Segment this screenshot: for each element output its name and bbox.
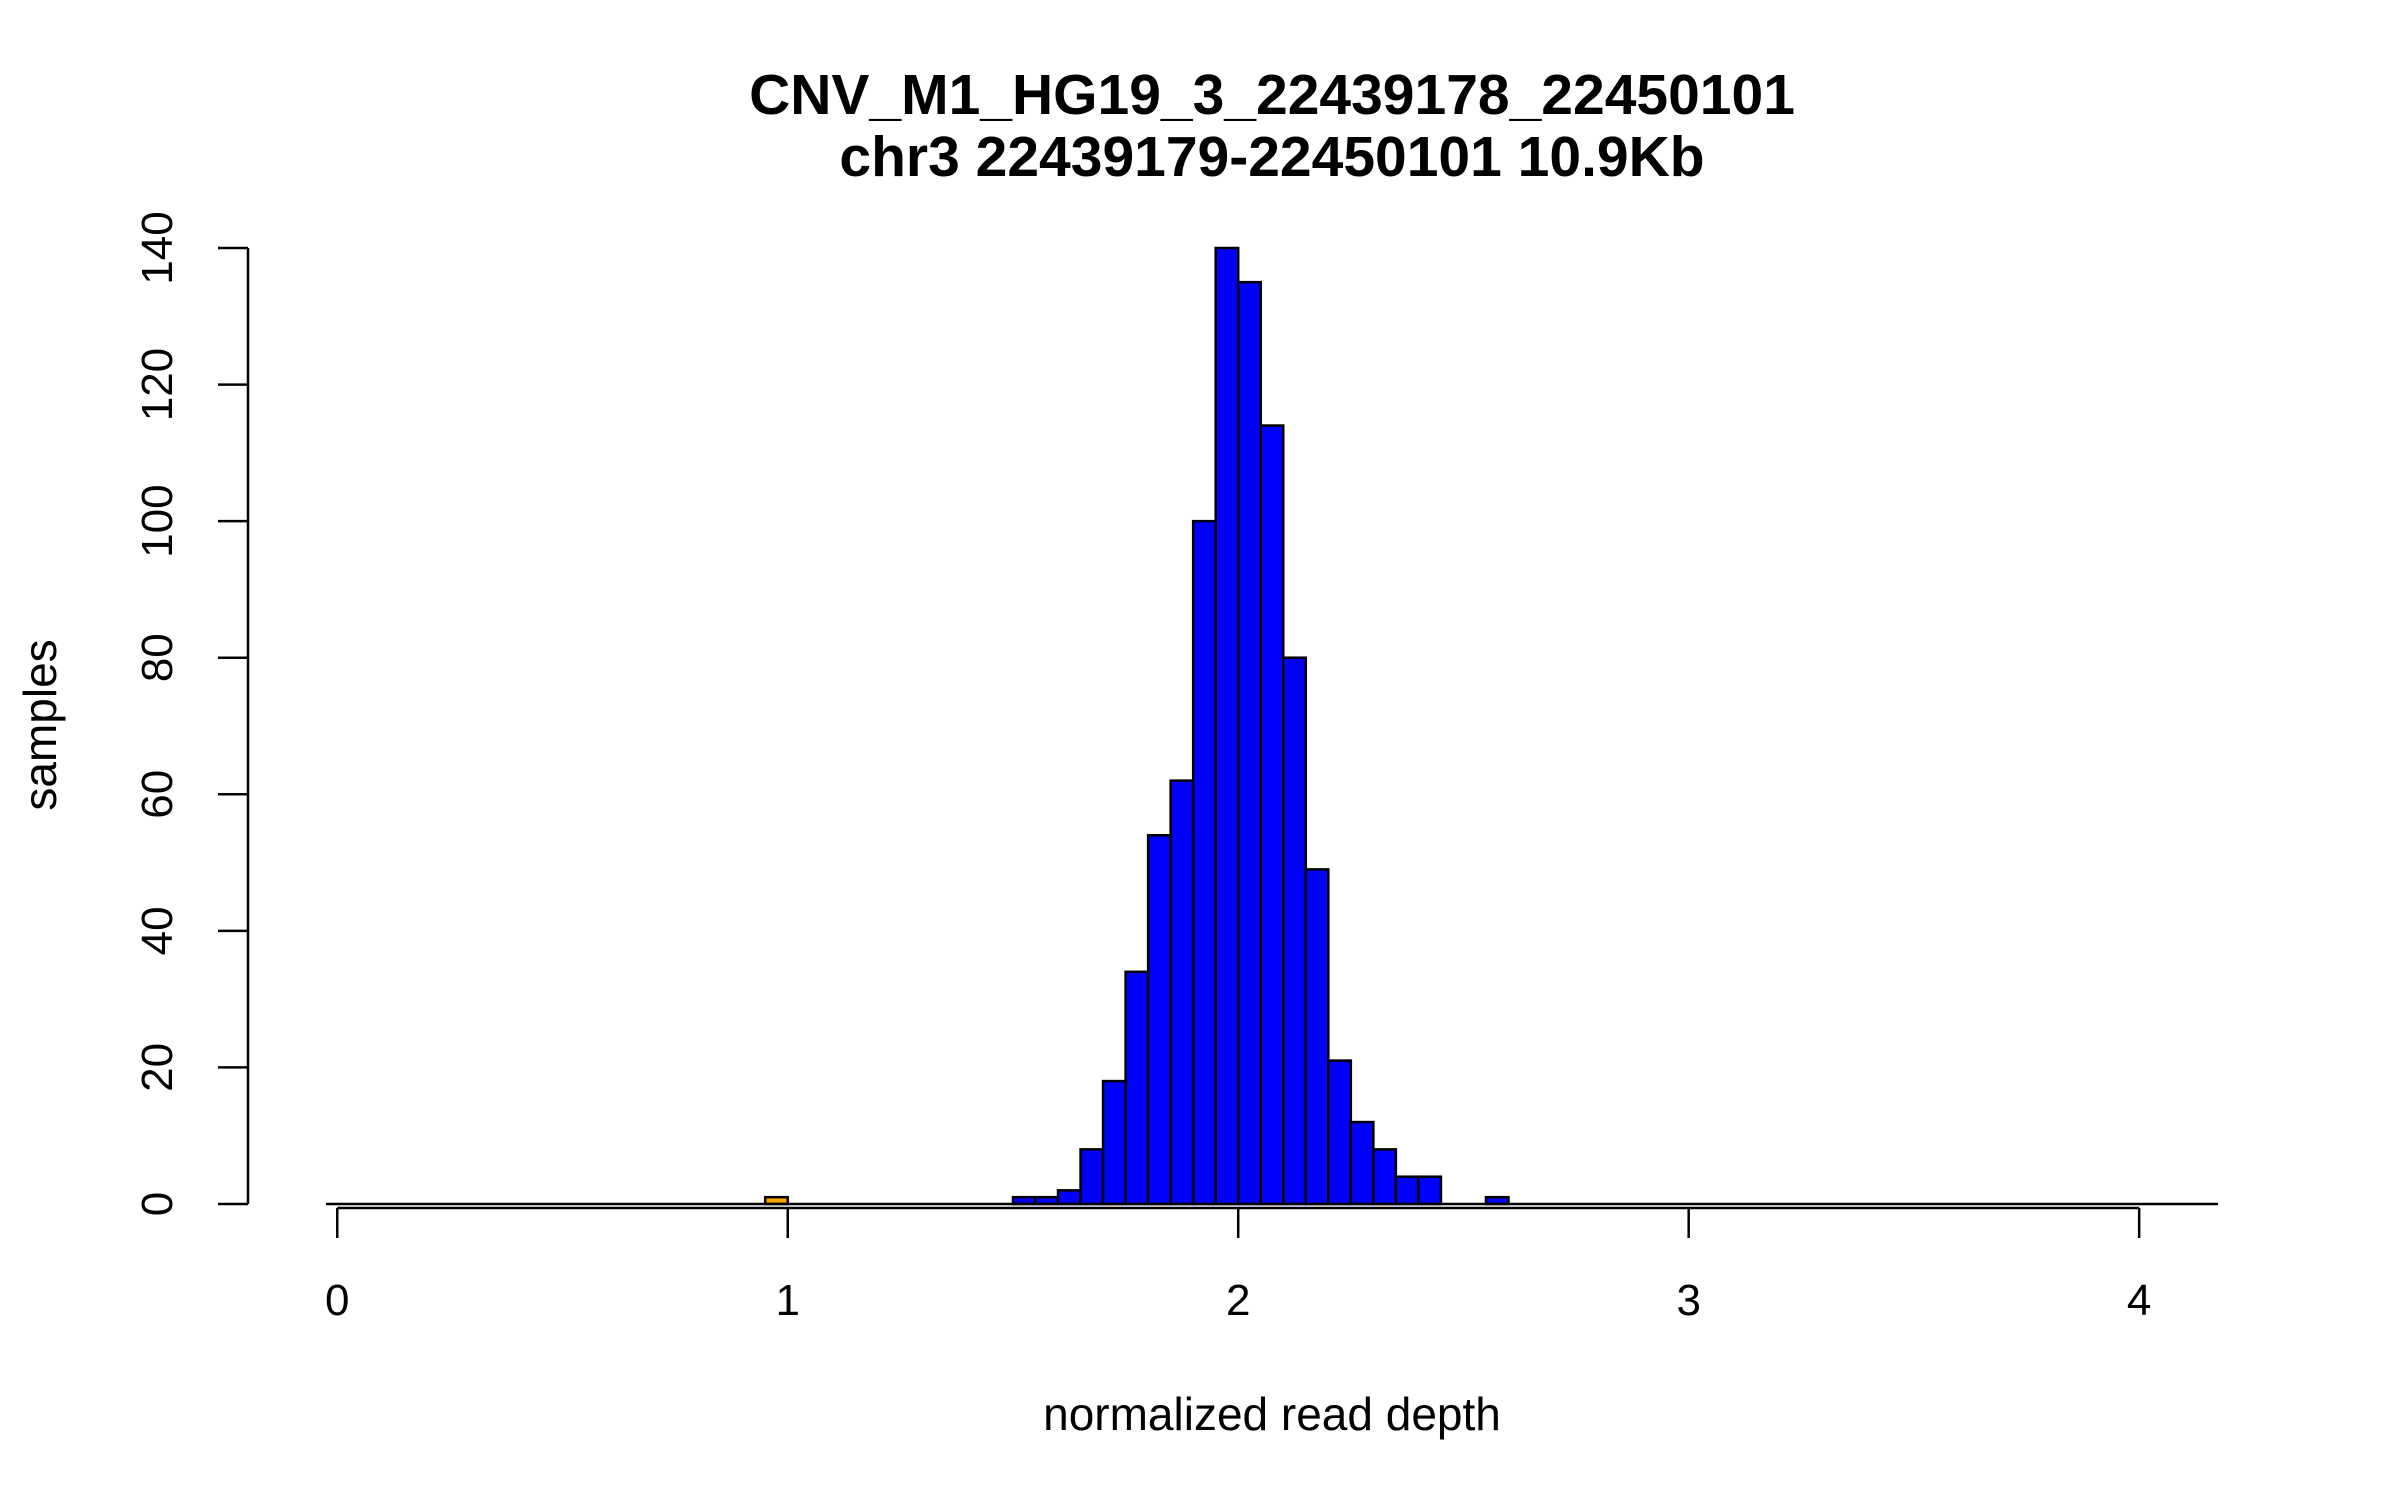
histogram-bar	[1304, 868, 1330, 1206]
y-tick-label: 120	[133, 348, 182, 421]
y-axis: 0 20 40 60 80 100 120 140	[133, 211, 250, 1216]
histogram-bar	[1372, 1148, 1398, 1206]
histogram-bar	[1417, 1175, 1443, 1206]
y-axis-label: samples	[14, 639, 66, 810]
x-tick-label: 2	[1226, 1276, 1250, 1325]
x-tick-label: 4	[2127, 1276, 2151, 1325]
x-tick-label: 0	[325, 1276, 349, 1325]
histogram-bar	[1101, 1079, 1127, 1206]
y-tick-label: 60	[133, 770, 182, 819]
histogram-bar	[1124, 970, 1150, 1206]
histogram-bar	[1191, 519, 1217, 1206]
y-tick-label: 40	[133, 906, 182, 955]
histogram-bar	[1259, 424, 1285, 1206]
histogram-bar	[1214, 246, 1240, 1206]
y-tick-label: 0	[133, 1192, 182, 1216]
x-tick-label: 3	[1676, 1276, 1700, 1325]
chart-title: CNV_M1_HG19_3_22439178_22450101	[749, 63, 1795, 127]
y-tick-label: 20	[133, 1043, 182, 1092]
y-tick-label: 140	[133, 211, 182, 284]
histogram-bar	[1169, 779, 1195, 1206]
x-axis: 0 1 2 3 4	[325, 1206, 2151, 1325]
histogram-bar	[1236, 280, 1262, 1206]
histogram-bar	[1282, 656, 1308, 1206]
histogram-bar	[1146, 834, 1172, 1206]
histogram-bar	[1056, 1189, 1082, 1206]
histogram-bar	[1349, 1120, 1375, 1206]
x-axis-label: normalized read depth	[1043, 1388, 1501, 1440]
x-tick-label: 1	[775, 1276, 799, 1325]
y-tick-label: 100	[133, 484, 182, 557]
histogram-bar	[1394, 1175, 1420, 1206]
histogram-bars	[763, 246, 1510, 1206]
histogram-bar	[1079, 1148, 1105, 1206]
y-tick-label: 80	[133, 633, 182, 682]
chart-subtitle: chr3 22439179-22450101 10.9Kb	[839, 125, 1704, 189]
histogram-bar	[1327, 1059, 1353, 1206]
